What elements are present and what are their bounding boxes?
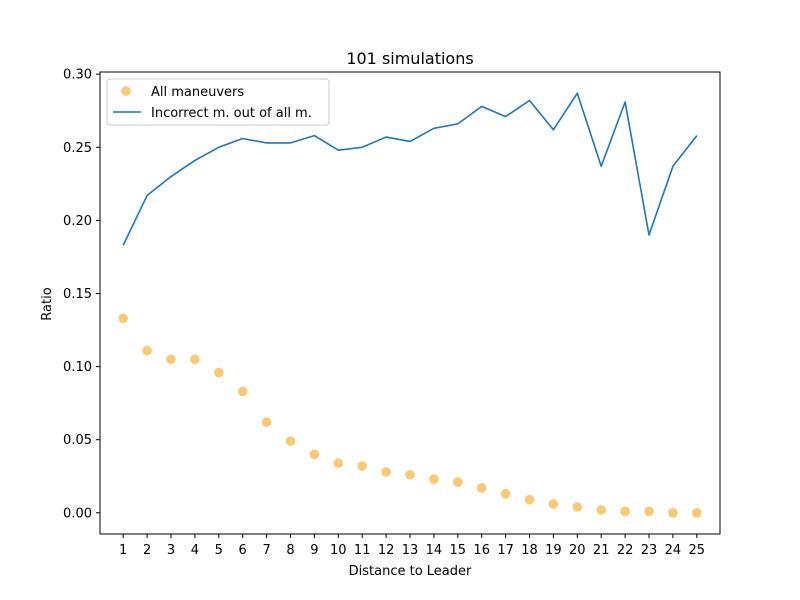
x-tick-label: 9 xyxy=(310,543,318,558)
x-tick-label: 12 xyxy=(378,543,395,558)
data-point-all-maneuvers xyxy=(357,461,367,471)
x-tick-label: 3 xyxy=(167,543,175,558)
legend-label-incorrect-maneuvers: Incorrect m. out of all m. xyxy=(151,106,312,121)
x-tick-label: 5 xyxy=(215,543,223,558)
data-point-all-maneuvers xyxy=(596,505,607,515)
x-tick-label: 22 xyxy=(617,543,634,558)
x-tick-label: 18 xyxy=(521,543,538,558)
data-point-all-maneuvers xyxy=(500,488,511,499)
data-point-all-maneuvers xyxy=(668,508,678,518)
data-point-all-maneuvers xyxy=(405,469,415,480)
series-line-incorrect-maneuvers xyxy=(122,92,698,246)
y-axis-label: Ratio xyxy=(40,287,55,320)
x-tick-label: 16 xyxy=(473,543,490,558)
data-point-all-maneuvers xyxy=(381,467,391,477)
x-tick-label: 23 xyxy=(641,543,658,558)
x-tick-label: 24 xyxy=(665,543,682,558)
y-tick-label: 0.30 xyxy=(63,68,92,83)
x-tick-label: 17 xyxy=(497,543,514,558)
x-tick-label: 11 xyxy=(354,543,371,558)
chart-title: 101 simulations xyxy=(346,49,473,68)
y-tick-label: 0.05 xyxy=(63,433,92,448)
data-point-all-maneuvers xyxy=(429,474,439,484)
legend[interactable]: All maneuvers Incorrect m. out of all m. xyxy=(106,78,330,126)
data-point-all-maneuvers xyxy=(142,345,152,356)
data-point-all-maneuvers xyxy=(524,494,535,505)
x-tick-label: 25 xyxy=(689,543,706,558)
data-point-all-maneuvers xyxy=(118,313,128,324)
data-point-all-maneuvers xyxy=(333,458,344,468)
plot-marks xyxy=(118,92,702,518)
data-point-all-maneuvers xyxy=(572,502,583,512)
x-tick-label: 7 xyxy=(262,543,270,558)
y-tick-label: 0.20 xyxy=(63,214,92,229)
data-point-all-maneuvers xyxy=(285,436,296,446)
x-axis-label: Distance to Leader xyxy=(349,564,472,579)
x-tick-label: 10 xyxy=(330,543,347,558)
data-point-all-maneuvers xyxy=(692,508,702,518)
x-tick-label: 13 xyxy=(402,543,419,558)
data-point-all-maneuvers xyxy=(644,506,654,517)
axes: 1 2 3 4 5 6 7 8 9 10 11 12 13 14 15 16 17 18 19 20 21 22 23 24 2… xyxy=(63,68,705,558)
y-tick-label: 0.15 xyxy=(63,287,92,302)
x-tick-label: 15 xyxy=(450,543,467,558)
data-point-all-maneuvers xyxy=(261,417,272,427)
y-tick-label: 0.25 xyxy=(63,141,92,156)
data-point-all-maneuvers xyxy=(309,449,320,460)
data-point-all-maneuvers xyxy=(213,367,224,378)
x-tick-label: 8 xyxy=(286,543,294,558)
x-tick-label: 2 xyxy=(143,543,151,558)
x-tick-label: 14 xyxy=(426,543,443,558)
y-tick-label: 0.00 xyxy=(63,506,92,521)
legend-box xyxy=(106,78,330,126)
x-tick-label: 4 xyxy=(191,543,199,558)
x-tick-label: 1 xyxy=(119,543,127,558)
x-tick-label: 19 xyxy=(545,543,562,558)
data-point-all-maneuvers xyxy=(237,386,248,397)
x-tick-label: 6 xyxy=(239,543,247,558)
legend-marker-all-maneuvers xyxy=(121,86,131,96)
y-tick-label: 0.10 xyxy=(63,360,92,375)
data-point-all-maneuvers xyxy=(453,477,463,487)
data-point-all-maneuvers xyxy=(166,354,176,365)
data-point-all-maneuvers xyxy=(548,499,559,509)
x-tick-label: 20 xyxy=(569,543,586,558)
x-tick-label: 21 xyxy=(593,543,610,558)
legend-label-all-maneuvers: All maneuvers xyxy=(151,85,244,100)
data-point-all-maneuvers xyxy=(190,354,200,365)
data-point-all-maneuvers xyxy=(476,483,487,493)
data-point-all-maneuvers xyxy=(620,506,630,517)
